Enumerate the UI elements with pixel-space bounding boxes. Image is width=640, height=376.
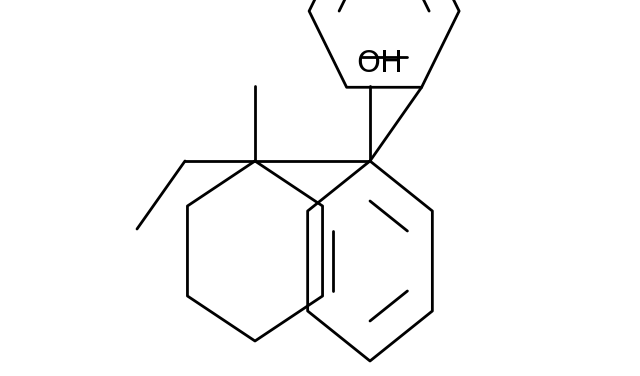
Text: OH: OH	[356, 49, 403, 78]
